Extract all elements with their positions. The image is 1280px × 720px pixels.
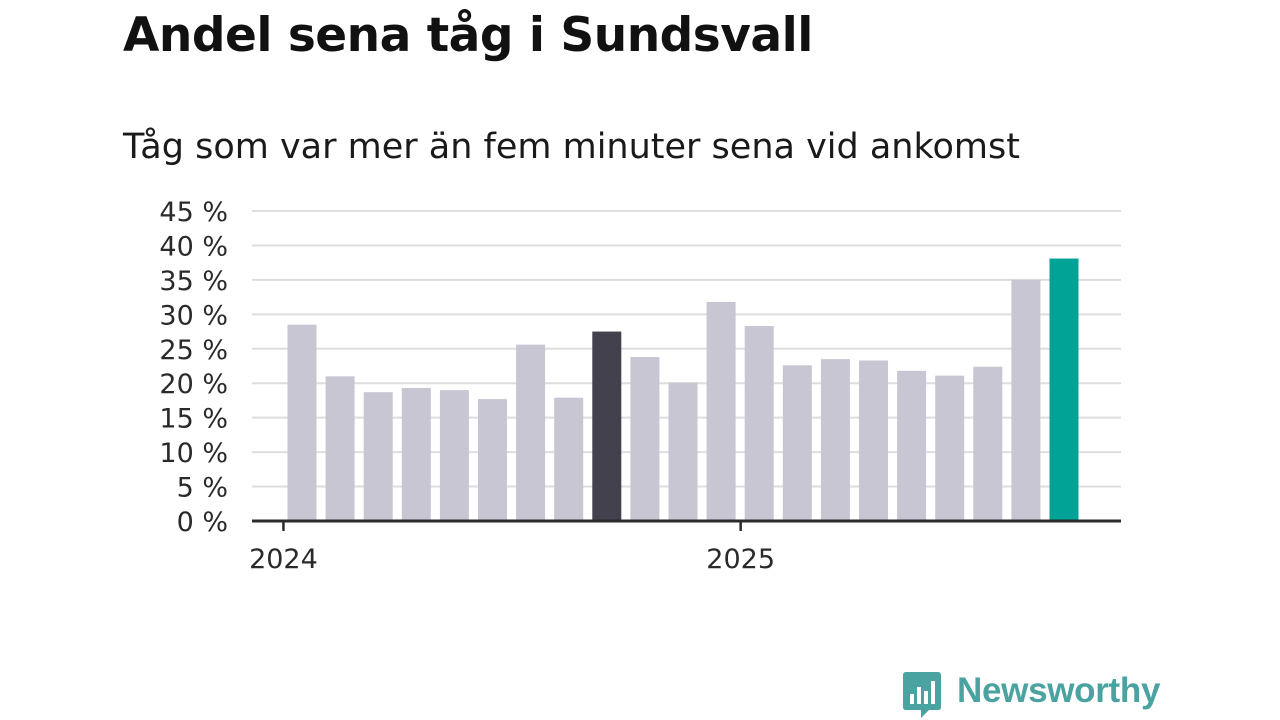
bar: [363, 392, 393, 521]
bar: [516, 344, 546, 521]
brand-name: Newsworthy: [957, 671, 1161, 710]
bar: [668, 382, 698, 521]
x-tick-label: 2024: [249, 544, 318, 575]
bar: [782, 365, 812, 521]
bar: [859, 360, 888, 521]
bar: [439, 390, 469, 521]
bar: [897, 370, 927, 521]
newsworthy-logo-icon: [903, 672, 941, 718]
bar: [1011, 279, 1041, 521]
y-tick-label: 35 %: [159, 266, 228, 297]
y-tick-label: 45 %: [159, 197, 228, 228]
y-tick-label: 40 %: [159, 231, 228, 262]
chart-subtitle: Tåg som var mer än fem minuter sena vid …: [123, 127, 1020, 167]
bar-chart: 0 %5 % 10 %15 % 20 %25 % 30 %35 % 40 %45 % 2…: [159, 197, 1121, 575]
chart-title: Andel sena tåg i Sundsvall: [123, 8, 813, 63]
bars: [287, 258, 1079, 521]
bar: [287, 324, 317, 521]
bar: [820, 359, 850, 521]
y-tick-label: 10 %: [159, 438, 228, 469]
y-tick-label: 5 %: [177, 473, 228, 504]
x-axis-labels: 2024 2025: [249, 544, 775, 575]
bar: [325, 376, 355, 521]
bar: [554, 397, 584, 521]
y-tick-label: 15 %: [159, 404, 228, 435]
bar: [973, 366, 1003, 521]
x-axis: [252, 519, 1121, 531]
bar: [478, 399, 507, 521]
bar: [401, 388, 431, 521]
y-tick-label: 30 %: [159, 300, 228, 331]
y-tick-label: 0 %: [177, 507, 228, 538]
y-axis-labels: 0 %5 % 10 %15 % 20 %25 % 30 %35 % 40 %45 %: [159, 197, 228, 538]
bar: [744, 326, 774, 521]
bar: [592, 331, 622, 521]
y-tick-label: 25 %: [159, 335, 228, 366]
newsworthy-logo: Newsworthy: [902, 670, 1160, 720]
bar: [935, 375, 965, 521]
x-tick-label: 2025: [706, 544, 775, 575]
bar: [630, 357, 660, 521]
y-tick-label: 20 %: [159, 369, 228, 400]
bar: [706, 301, 736, 521]
bar: [1049, 258, 1079, 521]
